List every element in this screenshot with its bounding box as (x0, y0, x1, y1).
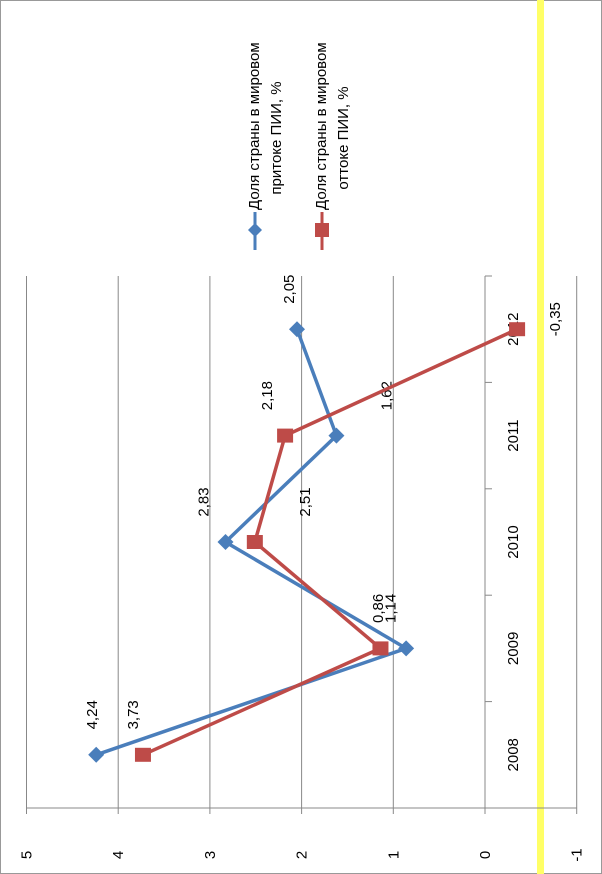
legend-label: Доля страны в мировом (313, 42, 330, 210)
value-tick-label: 1 (385, 851, 402, 859)
legend-label: оттоке ПИИ, % (335, 86, 352, 189)
data-label: 2,83 (195, 487, 212, 516)
value-tick-label: 3 (202, 851, 219, 859)
legend-label: притоке ПИИ, % (268, 81, 285, 194)
category-label: 2011 (505, 419, 522, 451)
legend-label: Доля страны в мировом (246, 42, 263, 210)
data-label: 2,18 (259, 381, 276, 410)
value-tick-label: 2 (294, 851, 311, 859)
value-tick-label: -1 (569, 848, 586, 861)
data-point-square (246, 535, 263, 549)
data-point-diamond (328, 427, 345, 444)
data-label: 0,86 (370, 594, 387, 623)
value-tick-label: 4 (110, 851, 127, 859)
data-point-square (372, 641, 389, 656)
data-point-diamond (289, 321, 306, 338)
category-label: 2008 (505, 738, 522, 771)
data-point-diamond (398, 640, 415, 657)
data-label: -0,35 (547, 302, 564, 336)
data-label: 1,14 (382, 594, 399, 623)
category-label: 2010 (505, 525, 522, 558)
value-tick-label: 0 (477, 851, 494, 859)
legend-marker-diamond (248, 223, 262, 237)
series-line (142, 327, 518, 757)
category-label: 2009 (505, 632, 522, 665)
data-label: 3,73 (125, 700, 142, 729)
data-label: 2,05 (281, 275, 298, 304)
highlight-line (537, 0, 544, 874)
data-label: 4,24 (84, 700, 101, 729)
data-point-square (134, 747, 151, 762)
data-point-square (277, 428, 294, 443)
value-tick-label: 5 (19, 851, 36, 859)
data-point-diamond (217, 534, 234, 550)
data-label: 2,51 (297, 487, 314, 516)
legend-marker-square (315, 223, 329, 237)
data-point-diamond (88, 746, 105, 763)
data-point-square (509, 322, 526, 337)
